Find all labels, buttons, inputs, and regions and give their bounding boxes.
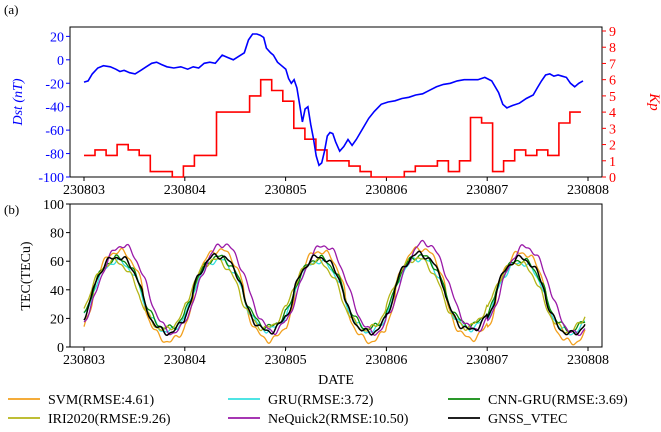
x-tick-label: 230803 [63,183,105,198]
x-tick-label: 230803 [63,353,105,368]
dst-tick-label: -60 [45,124,64,139]
x-tick-label: 230804 [164,353,206,368]
x-tick-label: 230805 [265,183,307,198]
panel-a-left-axis: 20 0 -20 -40 -60 -80 -100 [38,30,70,186]
dst-tick-label: -40 [45,101,64,116]
kp-tick-label: 6 [609,74,616,89]
x-tick-label: 230806 [365,353,407,368]
kp-tick-label: 3 [609,122,616,137]
tec-tick-label: 100 [43,198,64,213]
panel-b-frame [69,203,603,348]
tec-series-line-nequick2 [83,239,586,337]
kp-tick-label: 9 [609,25,616,40]
legend-label: CNN-GRU(RMSE:3.69) [488,393,628,408]
panel-a-x-axis: 230803 230804 230805 230806 230807 230808 [63,177,609,198]
dst-tick-label: -80 [45,148,64,163]
tec-tick-label: 60 [50,255,64,270]
x-tick-label: 230805 [265,353,307,368]
kp-tick-label: 1 [609,155,616,170]
panel-b-series [83,239,586,346]
kp-tick-label: 0 [609,171,616,186]
panel-a-frame [69,26,603,178]
kp-tick-label: 5 [609,90,616,105]
tec-series-line-gnss-vtec [83,250,586,336]
panel-a-label: (a) [4,2,18,17]
dst-series-line [83,33,584,167]
kp-tick-label: 4 [609,106,616,121]
legend-label: SVM(RMSE:4.61) [48,393,155,408]
kp-series-line [84,78,581,178]
dst-tick-label: 20 [50,30,64,45]
x-tick-label: 230808 [567,353,609,368]
dst-axis-label: Dst (nT) [11,78,26,126]
dst-tick-label: -100 [38,171,64,186]
tec-tick-label: 20 [50,312,64,327]
tec-tick-label: 0 [57,341,64,356]
legend-label: NeQuick2(RMSE:10.50) [268,412,409,427]
x-tick-label: 230804 [164,183,206,198]
tec-series-line-iri2020 [83,257,586,334]
x-tick-label: 230807 [466,183,508,198]
kp-tick-label: 7 [609,57,616,72]
dst-tick-label: 0 [57,54,64,69]
legend-label: GRU(RMSE:3.72) [268,393,374,408]
tec-tick-label: 80 [50,227,64,242]
kp-tick-label: 2 [609,139,616,154]
x-tick-label: 230806 [365,183,407,198]
panel-b-x-axis: 230803 230804 230805 230806 230807 230808 [63,347,609,368]
x-tick-label: 230808 [567,183,609,198]
x-tick-label: 230807 [466,353,508,368]
dst-tick-label: -20 [45,77,64,92]
legend-label: GNSS_VTEC [488,412,567,427]
panel-b-label: (b) [4,202,19,217]
legend: SVM(RMSE:4.61) GRU(RMSE:3.72) CNN-GRU(RMSE… [8,393,628,427]
tec-axis-label: TEC(TECu) [19,241,34,311]
kp-tick-label: 8 [609,41,616,56]
legend-label: IRI2020(RMSE:9.26) [48,412,171,427]
panel-b-y-axis: 0 20 40 60 80 100 [43,198,70,356]
kp-axis-label: Kp [646,92,661,111]
tec-tick-label: 40 [50,284,64,299]
date-axis-label: DATE [318,373,354,388]
